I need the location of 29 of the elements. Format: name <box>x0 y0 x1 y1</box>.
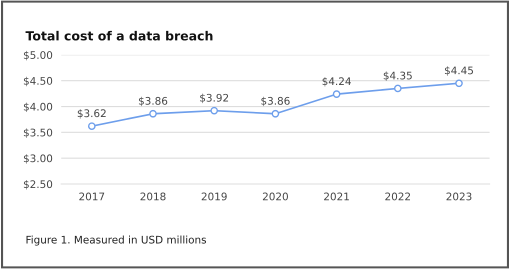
data-label: $4.35 <box>384 71 412 81</box>
y-tick-label: $2.50 <box>24 180 52 190</box>
chart-title: Total cost of a data breach <box>26 30 212 41</box>
point <box>272 110 280 118</box>
x-tick-label: 2017 <box>79 192 104 200</box>
x-tick-label: 2021 <box>324 192 349 200</box>
point <box>149 110 157 118</box>
y-tick-label: $4.00 <box>24 102 52 112</box>
x-tick-label: 2022 <box>385 192 410 200</box>
data-label: $3.86 <box>261 96 290 106</box>
point <box>455 79 463 88</box>
point <box>332 90 340 98</box>
x-tick-label: 2019 <box>202 192 227 200</box>
point <box>394 84 402 92</box>
x-tick-label: 2020 <box>262 192 288 200</box>
caption: Figure 1. Measured in USD millions <box>26 236 206 246</box>
data-label: $4.24 <box>322 77 351 87</box>
y-tick-label: $5.00 <box>24 50 52 60</box>
data-label: $4.45 <box>444 66 473 76</box>
x-tick-label: 2018 <box>140 192 166 200</box>
data-label: $3.86 <box>138 96 168 106</box>
point <box>210 106 218 114</box>
y-tick-label: $3.50 <box>24 128 52 138</box>
y-tick-label: $4.50 <box>24 76 52 86</box>
y-tick-label: $3.00 <box>24 154 52 164</box>
point <box>88 122 96 130</box>
x-tick-label: 2023 <box>446 192 472 200</box>
data-label: $3.92 <box>200 94 228 104</box>
data-label: $3.62 <box>78 109 106 119</box>
